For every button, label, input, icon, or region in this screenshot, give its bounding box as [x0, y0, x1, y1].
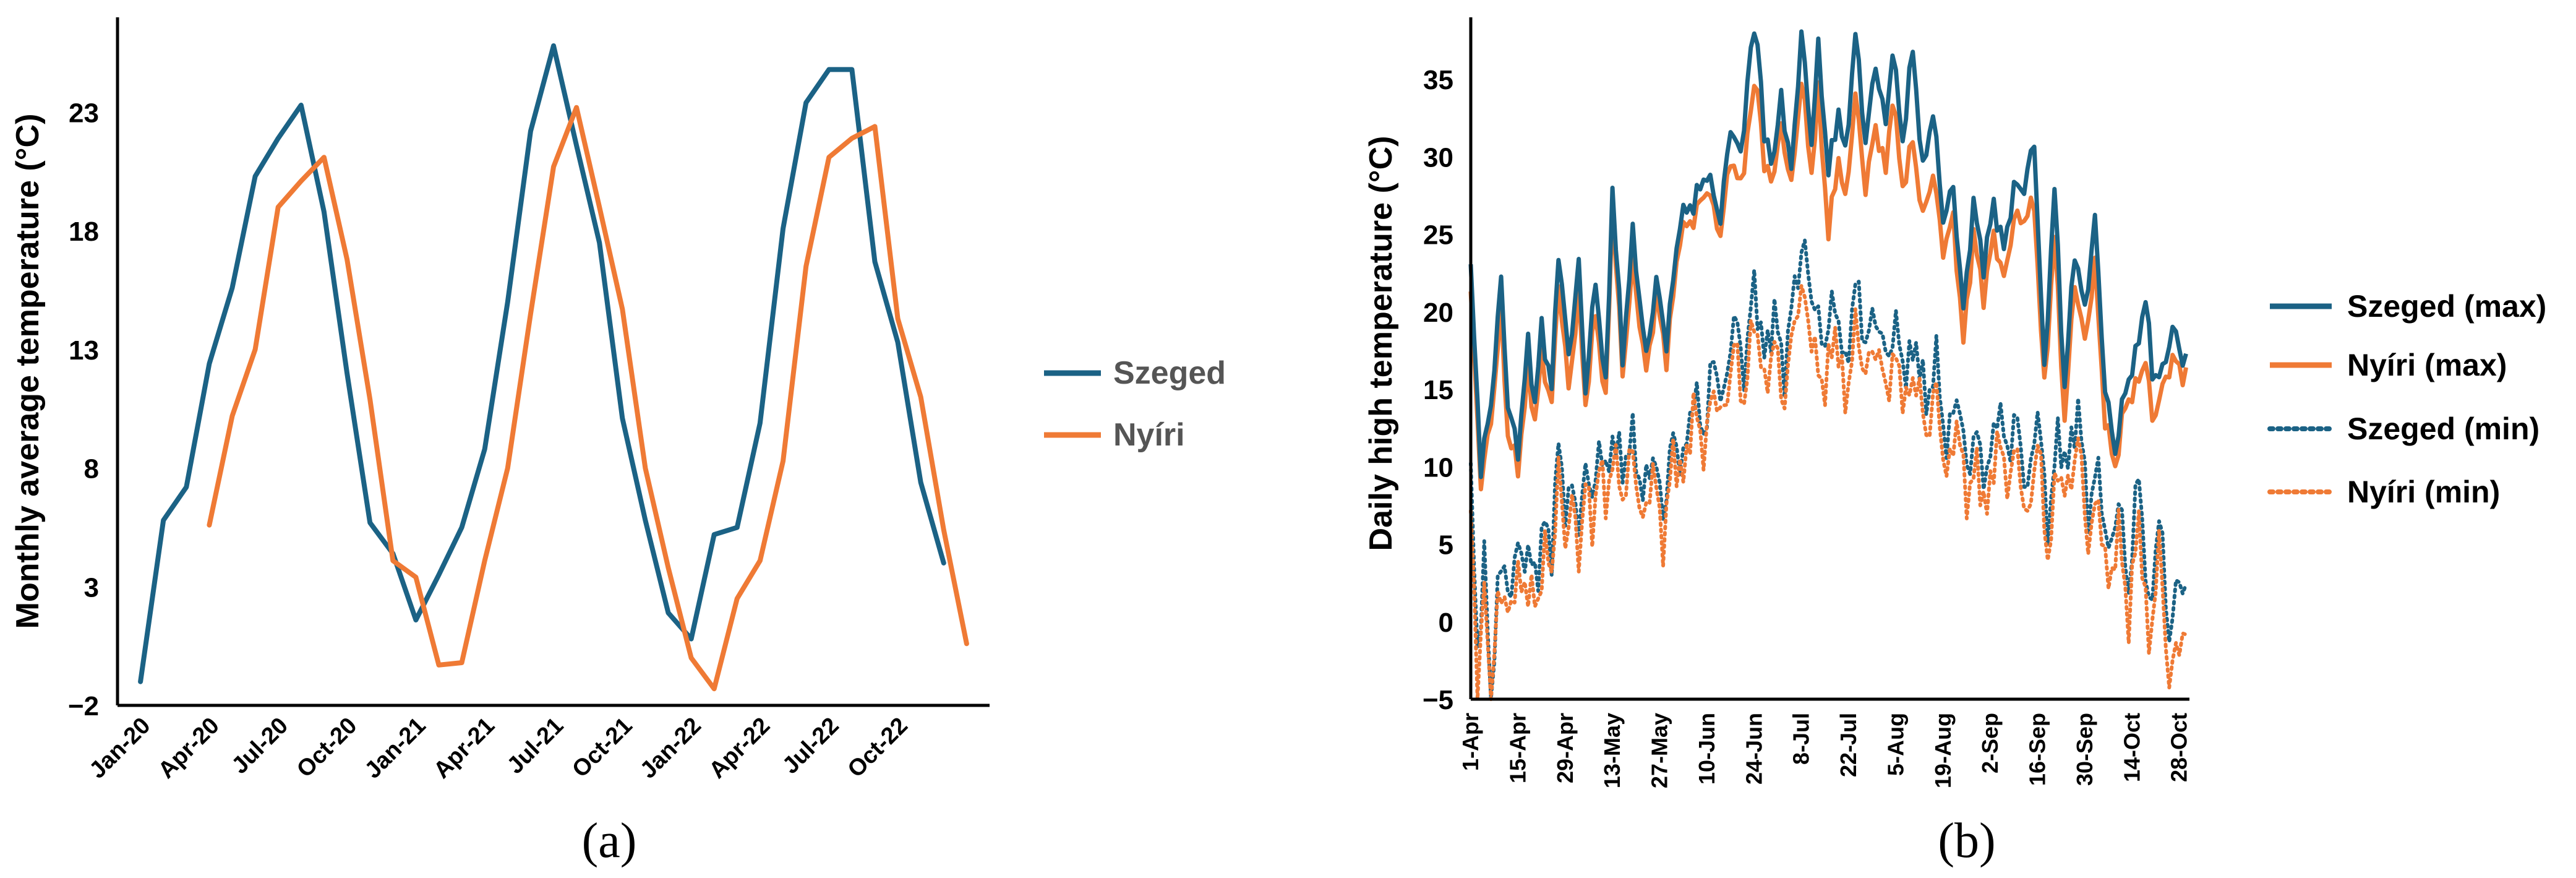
- panel-b-x-tick-label: 13-May: [1599, 713, 1625, 788]
- panel-a-x-tick-label: Jul-21: [502, 713, 568, 779]
- panel-b-y-tick-label: 0: [1439, 608, 1453, 638]
- panel-b-y-tick-label: 25: [1423, 220, 1453, 251]
- panel-a-x-tick-label: Jul-20: [227, 713, 293, 779]
- panel-b-x-tick-label: 16-Sep: [2025, 713, 2050, 786]
- panel-a-caption: (a): [582, 814, 637, 868]
- panel-a-x-tick-label: Jul-22: [777, 713, 844, 779]
- legend-label-szeged: Szeged: [1113, 355, 1226, 391]
- panel-b-x-tick-label: 1-Apr: [1458, 713, 1483, 771]
- series-line-nyiri: [207, 105, 969, 692]
- panel-a-y-tick-label: −2: [68, 691, 99, 721]
- panel-a-x-tick-label: Oct-21: [567, 713, 637, 783]
- panel-b-y-axis-title: Daily high temperature (°C): [1363, 136, 1399, 551]
- series-line-nyiri-min: [1469, 283, 2188, 701]
- panel-b-y-tick-label: 15: [1423, 375, 1453, 405]
- panel-b-y-tick-label: 10: [1423, 452, 1453, 483]
- panel-b-y-tick-label: −5: [1423, 685, 1453, 715]
- panel-b-x-tick-label: 5-Aug: [1883, 713, 1908, 776]
- panel-b-x-tick-label: 28-Oct: [2167, 713, 2192, 782]
- panel-b-x-tick-label: 2-Sep: [1977, 713, 2003, 773]
- panel-a-x-tick-label: Apr-20: [153, 713, 225, 784]
- series-line-szeged-max: [1468, 29, 2188, 480]
- panel-a-y-tick-label: 8: [84, 454, 99, 484]
- panel-b-x-tick-label: 27-May: [1647, 713, 1672, 788]
- legend-label-nyiri-min: Nyíri (min): [2347, 475, 2500, 509]
- panel-b-x-tick-label: 10-Jun: [1694, 713, 1719, 785]
- panel-a-x-tick-label: Oct-20: [292, 713, 362, 783]
- panel-a-x-tick-label: Apr-22: [704, 713, 775, 784]
- panel-a-y-tick-label: 13: [69, 335, 99, 366]
- panel-a-x-tick-label: Jan-20: [85, 713, 156, 784]
- panel-a-x-tick-label: Jan-21: [360, 713, 431, 784]
- legend-label-nyiri-max: Nyíri (max): [2347, 348, 2507, 382]
- panel-b-x-tick-label: 19-Aug: [1930, 713, 1956, 788]
- panel-b-y-tick-label: 20: [1423, 298, 1453, 328]
- panel-a-y-axis-title: Monthly average temperature (°C): [10, 114, 46, 629]
- panel-a-x-tick-label: Oct-22: [843, 713, 913, 783]
- panel-b-chart: −5 0 5 10 15 20 25 30 35 1-Apr 15-Apr 29-Apr 13-May…: [1363, 17, 2546, 868]
- panel-b-y-tick-label: 5: [1439, 530, 1453, 561]
- panel-b-x-tick-label: 15-Apr: [1505, 713, 1530, 783]
- legend-label-szeged-max: Szeged (max): [2347, 289, 2546, 324]
- panel-b-y-tick-label: 35: [1423, 65, 1453, 95]
- panel-b-caption: (b): [1938, 814, 1995, 868]
- panel-a-legend: Szeged Nyíri: [1044, 355, 1226, 453]
- series-line-szeged: [138, 43, 946, 684]
- panel-b-x-tick-label: 24-Jun: [1741, 713, 1766, 785]
- legend-label-nyiri: Nyíri: [1113, 417, 1185, 453]
- panel-b-legend: Szeged (max) Nyíri (max) Szeged (min) Ny…: [2267, 289, 2546, 509]
- panel-a-x-tick-label: Apr-21: [429, 713, 500, 784]
- panel-a-x-tick-label: Jan-22: [635, 713, 706, 784]
- panel-b-y-tick-label: 30: [1423, 142, 1453, 173]
- panel-a-y-tick-label: 23: [69, 98, 99, 128]
- panel-b-x-tick-label: 8-Jul: [1789, 713, 1814, 765]
- panel-b-x-tick-label: 30-Sep: [2072, 713, 2097, 786]
- panel-b-x-tick-label: 29-Apr: [1552, 713, 1578, 783]
- panel-b-x-tick-label: 22-Jul: [1836, 713, 1861, 777]
- panel-b-x-tick-label: 14-Oct: [2119, 713, 2144, 782]
- legend-label-szeged-min: Szeged (min): [2347, 411, 2540, 446]
- panel-a-y-tick-label: 18: [69, 217, 99, 247]
- panel-a-y-tick-label: 3: [84, 572, 99, 603]
